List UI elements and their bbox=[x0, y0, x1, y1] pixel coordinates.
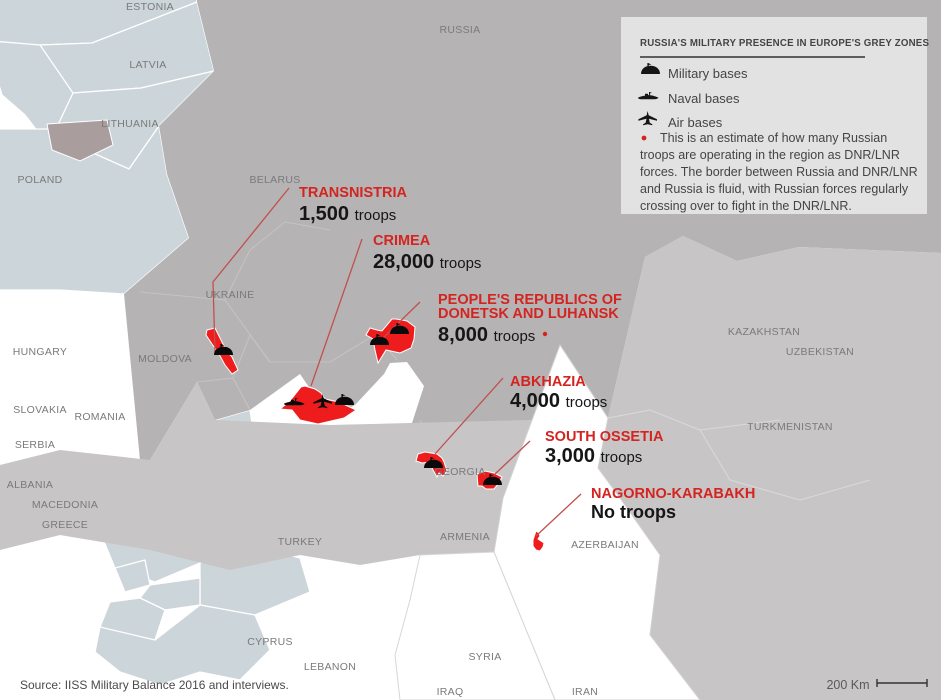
svg-text:ALBANIA: ALBANIA bbox=[7, 479, 53, 491]
svg-text:crossing over to fight in the: crossing over to fight in the DNR/LNR. bbox=[640, 199, 852, 213]
svg-text:TURKMENISTAN: TURKMENISTAN bbox=[747, 421, 833, 433]
svg-text:3,000 troops: 3,000 troops bbox=[545, 445, 642, 467]
svg-text:and Russia is fluid, with Russ: and Russia is fluid, with Russian forces… bbox=[640, 182, 909, 196]
svg-text:LITHUANIA: LITHUANIA bbox=[101, 118, 159, 130]
svg-text:GREECE: GREECE bbox=[42, 519, 88, 531]
svg-text:MACEDONIA: MACEDONIA bbox=[32, 499, 98, 511]
svg-text:ARMENIA: ARMENIA bbox=[440, 531, 490, 543]
svg-text:UKRAINE: UKRAINE bbox=[206, 289, 255, 301]
svg-text:forces. The border between Rus: forces. The border between Russia and DN… bbox=[640, 165, 918, 179]
svg-text:Military bases: Military bases bbox=[668, 66, 748, 81]
svg-text:28,000 troops: 28,000 troops bbox=[373, 251, 481, 273]
svg-text:SOUTH OSSETIA: SOUTH OSSETIA bbox=[545, 429, 664, 445]
svg-text:ESTONIA: ESTONIA bbox=[126, 1, 174, 13]
svg-text:AZERBAIJAN: AZERBAIJAN bbox=[571, 539, 639, 551]
svg-text:NAGORNO-KARABAKH: NAGORNO-KARABAKH bbox=[591, 486, 755, 502]
svg-text:TURKEY: TURKEY bbox=[278, 536, 322, 548]
svg-text:UZBEKISTAN: UZBEKISTAN bbox=[786, 346, 854, 358]
svg-text:LATVIA: LATVIA bbox=[129, 59, 166, 71]
svg-text:ROMANIA: ROMANIA bbox=[74, 411, 125, 423]
svg-text:IRAN: IRAN bbox=[572, 686, 598, 698]
svg-text:LEBANON: LEBANON bbox=[304, 661, 356, 673]
svg-text:4,000 troops: 4,000 troops bbox=[510, 390, 607, 412]
svg-text:troops are operating in the re: troops are operating in the region as DN… bbox=[640, 148, 900, 162]
svg-text:ABKHAZIA: ABKHAZIA bbox=[510, 374, 586, 390]
svg-text:RUSSIA'S MILITARY PRESENCE IN: RUSSIA'S MILITARY PRESENCE IN EUROPE'S G… bbox=[640, 38, 929, 49]
svg-text:Source: IISS Military Balance: Source: IISS Military Balance 2016 and i… bbox=[20, 678, 289, 692]
svg-text:This is an estimate of how man: This is an estimate of how many Russian bbox=[660, 131, 887, 145]
svg-text:No troops: No troops bbox=[591, 502, 676, 522]
svg-text:DONETSK AND LUHANSK: DONETSK AND LUHANSK bbox=[438, 306, 619, 322]
svg-text:CRIMEA: CRIMEA bbox=[373, 233, 431, 249]
svg-text:Air bases: Air bases bbox=[668, 115, 723, 130]
svg-text:KAZAKHSTAN: KAZAKHSTAN bbox=[728, 326, 800, 338]
svg-text:GEORGIA: GEORGIA bbox=[434, 466, 485, 478]
svg-text:RUSSIA: RUSSIA bbox=[440, 24, 481, 36]
svg-text:POLAND: POLAND bbox=[18, 174, 63, 186]
svg-text:MOLDOVA: MOLDOVA bbox=[138, 353, 192, 365]
svg-text:CYPRUS: CYPRUS bbox=[247, 636, 293, 648]
svg-text:SYRIA: SYRIA bbox=[468, 651, 501, 663]
svg-text:TRANSNISTRIA: TRANSNISTRIA bbox=[299, 185, 407, 201]
svg-text:SLOVAKIA: SLOVAKIA bbox=[13, 404, 67, 416]
svg-text:1,500 troops: 1,500 troops bbox=[299, 203, 396, 225]
svg-text:200 Km: 200 Km bbox=[826, 678, 869, 692]
svg-text:SERBIA: SERBIA bbox=[15, 439, 55, 451]
svg-text:BELARUS: BELARUS bbox=[249, 174, 300, 186]
svg-text:HUNGARY: HUNGARY bbox=[13, 346, 67, 358]
svg-text:8,000 troops: 8,000 troops bbox=[438, 324, 535, 346]
svg-text:Naval bases: Naval bases bbox=[668, 91, 740, 106]
svg-text:IRAQ: IRAQ bbox=[437, 686, 464, 698]
